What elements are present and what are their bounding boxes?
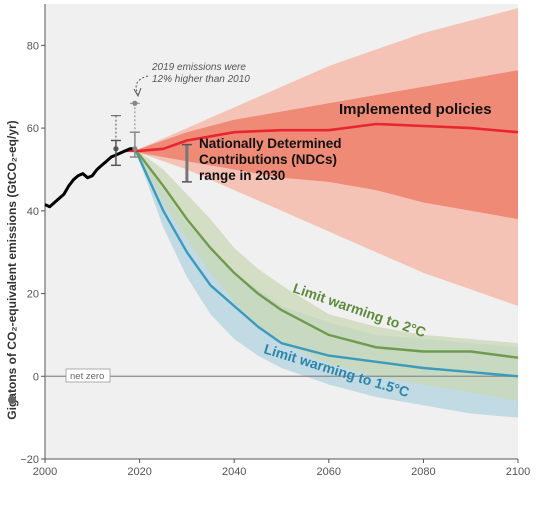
series-lines — [44, 122, 519, 378]
ndc-range-label: Nationally Determined Contributions (NDCs… — [199, 136, 342, 183]
ndc-range-label-line: Contributions (NDCs) — [199, 152, 337, 167]
ndc-range-label-line: range in 2030 — [199, 168, 285, 183]
pathway-2c-range — [134, 148, 518, 402]
note-2019-emissions: 2019 emissions were 12% higher than 2010 — [151, 62, 250, 85]
net-zero-label: net zero — [70, 371, 104, 382]
note-2019-text: 2019 emissions were 12% higher than 2010 — [151, 62, 250, 85]
implemented-policies-inner-range — [139, 70, 518, 220]
range-marker-2019-center — [132, 146, 138, 152]
scenario-bands — [45, 4, 518, 459]
y-tick-label: 0 — [33, 371, 39, 383]
note-2019-arrow — [135, 75, 149, 95]
x-tick-label: 2020 — [127, 466, 151, 478]
y-tick-label: 40 — [27, 206, 39, 218]
x-tick-label: 2100 — [506, 466, 530, 478]
y-tick-label: 20 — [27, 289, 39, 301]
y-axis-label-icon — [8, 396, 16, 404]
y-axis-label: Gigatons of CO₂-equivalent emissions (Gt… — [5, 120, 19, 419]
historical-emissions-line — [44, 147, 135, 209]
y-tick-label: 60 — [27, 123, 39, 135]
x-tick-label: 2000 — [33, 466, 57, 478]
pathway-1-5c-line — [133, 148, 519, 378]
y-tick-label: 80 — [27, 40, 39, 52]
y-tick-label: −20 — [20, 454, 39, 466]
x-tick-label: 2080 — [411, 466, 435, 478]
range-marker-2015-center — [113, 146, 119, 152]
implemented-policies-label: Implemented policies — [339, 101, 492, 118]
note-2019-line: 2019 emissions were — [151, 62, 246, 73]
note-2019-line: 12% higher than 2010 — [152, 74, 250, 85]
pathway-2c-line — [133, 148, 519, 359]
x-tick-label: 2040 — [222, 466, 246, 478]
ndc-range-label-line: Nationally Determined — [199, 136, 342, 151]
ndc-range-label-text: Nationally Determined Contributions (NDCs… — [199, 136, 342, 183]
note-2019-arrowhead — [133, 87, 142, 98]
emission-range-markers — [110, 100, 192, 183]
implemented-policies-line — [125, 122, 519, 153]
net-zero-label-box — [65, 368, 111, 383]
range-marker-2019-top-dot — [132, 100, 138, 106]
x-tick-label: 2060 — [317, 466, 341, 478]
